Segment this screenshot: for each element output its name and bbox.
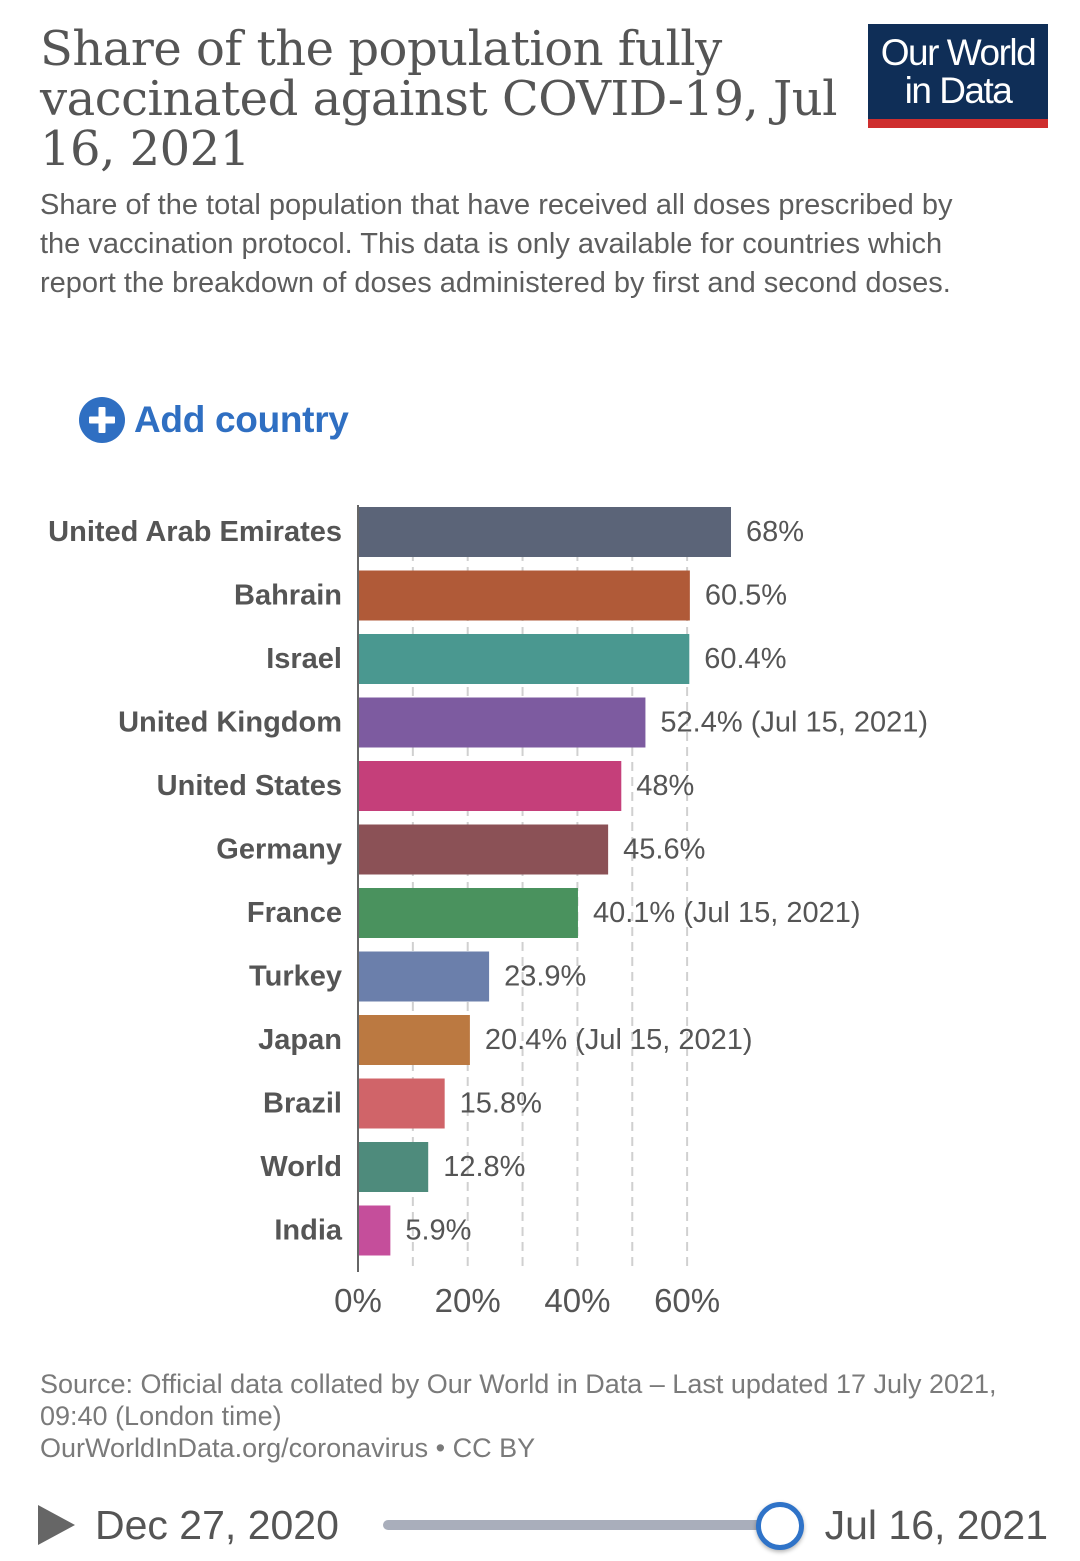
x-tick-label-40: 40% (544, 1282, 610, 1319)
category-label-germany: Germany (216, 834, 342, 866)
category-label-japan: Japan (258, 1024, 342, 1056)
add-country-label: Add country (134, 399, 349, 440)
value-label-turkey: 23.9% (504, 961, 586, 993)
category-label-israel: Israel (266, 643, 342, 675)
bar-turkey (358, 951, 490, 1002)
x-tick-label-20: 20% (435, 1282, 501, 1319)
timeline: Dec 27, 2020 Jul 16, 2021 (0, 1490, 1080, 1560)
value-label-bahrain: 60.5% (705, 580, 787, 612)
category-label-france: France (247, 897, 342, 929)
category-label-united-kingdom: United Kingdom (118, 707, 342, 739)
bar-brazil (358, 1078, 445, 1129)
value-label-india: 5.9% (405, 1215, 471, 1247)
bar-israel (358, 634, 690, 684)
value-label-brazil: 15.8% (460, 1088, 542, 1120)
timeline-end-date[interactable]: Jul 16, 2021 (824, 1502, 1048, 1548)
category-label-brazil: Brazil (263, 1088, 342, 1120)
x-tick-label-60: 60% (654, 1282, 720, 1319)
source-link[interactable]: OurWorldInData.org/coronavirus • CC BY (40, 1433, 536, 1463)
bar-japan (358, 1015, 470, 1065)
logo-line-1: Our World (880, 31, 1037, 73)
plus-circle-icon (79, 397, 125, 443)
category-label-india: India (274, 1215, 343, 1247)
chart-subtitle: Share of the total population that have … (40, 189, 953, 299)
value-label-united-arab-emirates: 68% (746, 516, 804, 548)
source-note: Source: Official data collated by Our Wo… (40, 1368, 1040, 1464)
bar-germany (358, 824, 609, 875)
value-label-united-states: 48% (636, 770, 694, 802)
value-label-france: 40.1% (Jul 15, 2021) (593, 897, 861, 929)
bar-india (358, 1205, 391, 1256)
bar-france (358, 888, 578, 938)
chart-title: Share of the population fully vaccinated… (40, 21, 838, 177)
timeline-start-date[interactable]: Dec 27, 2020 (95, 1502, 339, 1548)
bar-united-arab-emirates (358, 507, 731, 557)
bar-chart: United Arab Emirates 68% Bahrain 60.5% Israe… (48, 505, 928, 1319)
value-label-israel: 60.4% (704, 643, 786, 675)
x-axis: 0% 20% 40% 60% (334, 505, 720, 1319)
category-label-united-arab-emirates: United Arab Emirates (48, 516, 342, 548)
category-label-turkey: Turkey (249, 961, 342, 993)
play-icon[interactable] (38, 1505, 75, 1545)
bar-bahrain (358, 570, 690, 621)
bars: United Arab Emirates 68% Bahrain 60.5% Israe… (48, 507, 928, 1256)
bar-united-kingdom (358, 697, 646, 748)
value-label-united-kingdom: 52.4% (Jul 15, 2021) (660, 707, 928, 739)
value-label-japan: 20.4% (Jul 15, 2021) (485, 1024, 753, 1056)
value-label-world: 12.8% (443, 1151, 525, 1183)
x-tick-label-0: 0% (334, 1282, 382, 1319)
bar-united-states (358, 761, 622, 811)
value-label-germany: 45.6% (623, 834, 705, 866)
category-label-bahrain: Bahrain (234, 580, 342, 612)
timeline-handle[interactable] (756, 1502, 804, 1550)
bar-world (358, 1142, 429, 1192)
timeline-track[interactable] (383, 1520, 783, 1530)
add-country-button[interactable]: Add country (78, 394, 349, 446)
owid-logo[interactable]: Our World in Data (868, 24, 1048, 128)
category-label-world: World (260, 1151, 342, 1183)
source-text: Source: Official data collated by Our Wo… (40, 1369, 997, 1431)
logo-line-2: in Data (904, 69, 1013, 111)
category-label-united-states: United States (157, 770, 342, 802)
